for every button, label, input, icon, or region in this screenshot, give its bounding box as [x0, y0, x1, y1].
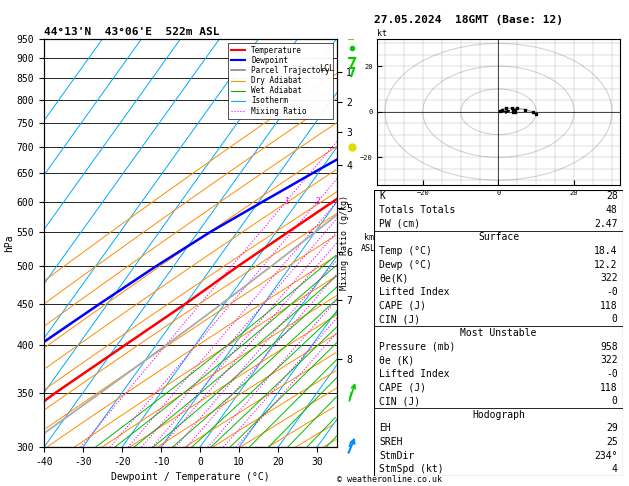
Text: 322: 322: [600, 273, 618, 283]
Text: 0: 0: [612, 314, 618, 324]
Text: 4: 4: [612, 465, 618, 474]
Text: SREH: SREH: [379, 437, 403, 447]
Text: kt: kt: [377, 29, 387, 38]
Text: Totals Totals: Totals Totals: [379, 205, 455, 215]
X-axis label: Dewpoint / Temperature (°C): Dewpoint / Temperature (°C): [111, 472, 270, 483]
Y-axis label: km
ASL: km ASL: [361, 233, 376, 253]
Text: 1: 1: [284, 197, 288, 206]
Text: Dewp (°C): Dewp (°C): [379, 260, 432, 270]
Text: 234°: 234°: [594, 451, 618, 461]
Text: 29: 29: [606, 423, 618, 434]
Legend: Temperature, Dewpoint, Parcel Trajectory, Dry Adiabat, Wet Adiabat, Isotherm, Mi: Temperature, Dewpoint, Parcel Trajectory…: [228, 43, 333, 119]
Text: θe (K): θe (K): [379, 355, 415, 365]
Text: 12.2: 12.2: [594, 260, 618, 270]
Text: LCL: LCL: [320, 64, 335, 73]
Text: Surface: Surface: [478, 232, 519, 243]
Text: 322: 322: [600, 355, 618, 365]
Text: CAPE (J): CAPE (J): [379, 301, 426, 311]
Text: 28: 28: [606, 191, 618, 201]
Text: 18.4: 18.4: [594, 246, 618, 256]
Text: K: K: [379, 191, 385, 201]
Text: Pressure (mb): Pressure (mb): [379, 342, 455, 351]
Text: 27.05.2024  18GMT (Base: 12): 27.05.2024 18GMT (Base: 12): [374, 15, 563, 25]
Text: 25: 25: [606, 437, 618, 447]
Text: 2.47: 2.47: [594, 219, 618, 229]
Text: 44°13'N  43°06'E  522m ASL: 44°13'N 43°06'E 522m ASL: [44, 27, 220, 37]
Text: Most Unstable: Most Unstable: [460, 328, 537, 338]
Text: CIN (J): CIN (J): [379, 396, 420, 406]
Text: 118: 118: [600, 382, 618, 393]
Text: © weatheronline.co.uk: © weatheronline.co.uk: [338, 474, 442, 484]
Text: CAPE (J): CAPE (J): [379, 382, 426, 393]
Text: 958: 958: [600, 342, 618, 351]
Text: Lifted Index: Lifted Index: [379, 369, 450, 379]
Text: -0: -0: [606, 287, 618, 297]
Text: 2: 2: [315, 197, 320, 206]
Text: StmSpd (kt): StmSpd (kt): [379, 465, 444, 474]
Text: Hodograph: Hodograph: [472, 410, 525, 420]
Text: Mixing Ratio (g/kg): Mixing Ratio (g/kg): [340, 195, 349, 291]
Text: EH: EH: [379, 423, 391, 434]
Text: 0: 0: [612, 396, 618, 406]
Y-axis label: hPa: hPa: [4, 234, 14, 252]
Text: Temp (°C): Temp (°C): [379, 246, 432, 256]
Text: -0: -0: [606, 369, 618, 379]
Text: StmDir: StmDir: [379, 451, 415, 461]
Text: θe(K): θe(K): [379, 273, 409, 283]
Text: 118: 118: [600, 301, 618, 311]
Text: Lifted Index: Lifted Index: [379, 287, 450, 297]
Text: CIN (J): CIN (J): [379, 314, 420, 324]
Text: 48: 48: [606, 205, 618, 215]
Text: PW (cm): PW (cm): [379, 219, 420, 229]
